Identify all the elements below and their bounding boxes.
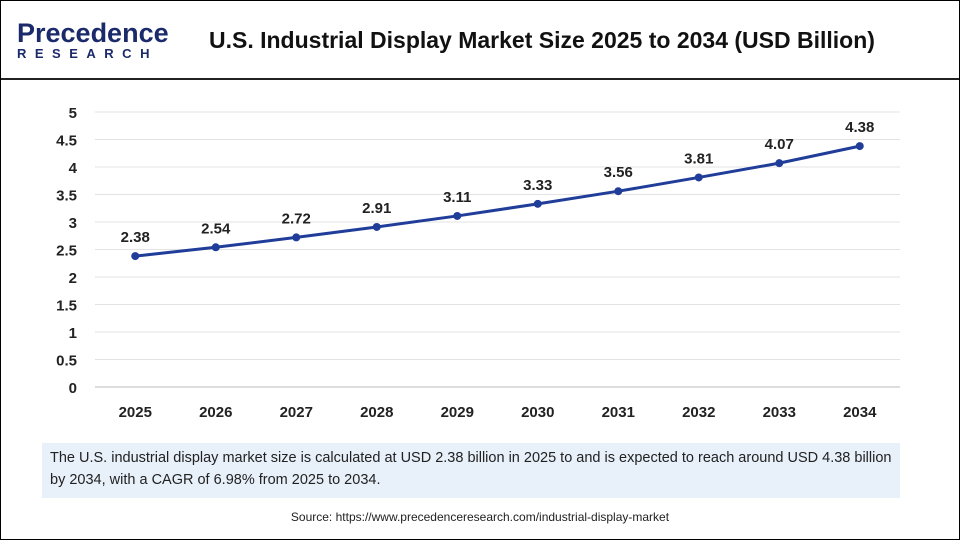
data-point: [372, 222, 381, 231]
data-point: [533, 199, 542, 208]
data-label: 3.11: [443, 189, 471, 206]
logo: Precedence RESEARCH: [17, 19, 169, 61]
x-tick-label: 2032: [682, 404, 715, 421]
line-chart: 0 0.5 1 1.5 2 2.5 3 3.5 4 4.5 5 2025 2026 2027 2028 202…: [56, 105, 900, 421]
y-tick-label: 4: [69, 160, 78, 177]
y-tick-label: 3: [69, 215, 77, 232]
data-point: [292, 233, 301, 242]
logo-line2: RESEARCH: [17, 46, 158, 61]
x-tick-label: 2029: [441, 404, 474, 421]
data-point: [694, 173, 703, 182]
data-label: 2.91: [362, 200, 391, 217]
data-point: [453, 211, 462, 220]
y-tick-label: 4.5: [56, 133, 77, 150]
y-tick-label: 3.5: [56, 188, 77, 205]
x-tick-label: 2033: [763, 404, 796, 421]
data-label: 4.38: [845, 119, 874, 136]
series-line: [135, 144, 861, 258]
chart-title: U.S. Industrial Display Market Size 2025…: [209, 27, 875, 53]
y-tick-label: 1: [69, 325, 77, 342]
data-label: 3.56: [604, 164, 633, 181]
data-label: 4.07: [765, 136, 794, 153]
data-point: [131, 252, 140, 261]
header: Precedence RESEARCH U.S. Industrial Disp…: [1, 1, 959, 80]
data-point: [855, 142, 864, 151]
data-point: [614, 187, 623, 196]
y-tick-label: 5: [69, 105, 77, 122]
data-point: [211, 243, 220, 252]
summary-text: The U.S. industrial display market size …: [42, 443, 900, 498]
x-tick-label: 2034: [843, 404, 877, 421]
y-tick-label: 2: [69, 270, 77, 287]
x-tick-label: 2025: [119, 404, 152, 421]
x-tick-label: 2031: [602, 404, 635, 421]
data-point: [775, 159, 784, 168]
y-tick-label: 0.5: [56, 353, 77, 370]
x-tick-label: 2026: [199, 404, 232, 421]
logo-line1: Precedence: [17, 18, 169, 48]
x-tick-label: 2027: [280, 404, 313, 421]
data-label: 3.33: [523, 177, 552, 194]
data-label: 2.38: [121, 229, 150, 246]
data-label: 3.81: [684, 150, 713, 167]
data-label: 2.72: [282, 210, 311, 227]
x-tick-label: 2028: [360, 404, 393, 421]
x-tick-label: 2030: [521, 404, 554, 421]
y-tick-label: 0: [69, 380, 77, 397]
y-tick-label: 1.5: [56, 298, 77, 315]
y-tick-label: 2.5: [56, 243, 77, 260]
data-label: 2.54: [201, 220, 231, 237]
source-text: Source: https://www.precedenceresearch.c…: [290, 510, 670, 524]
